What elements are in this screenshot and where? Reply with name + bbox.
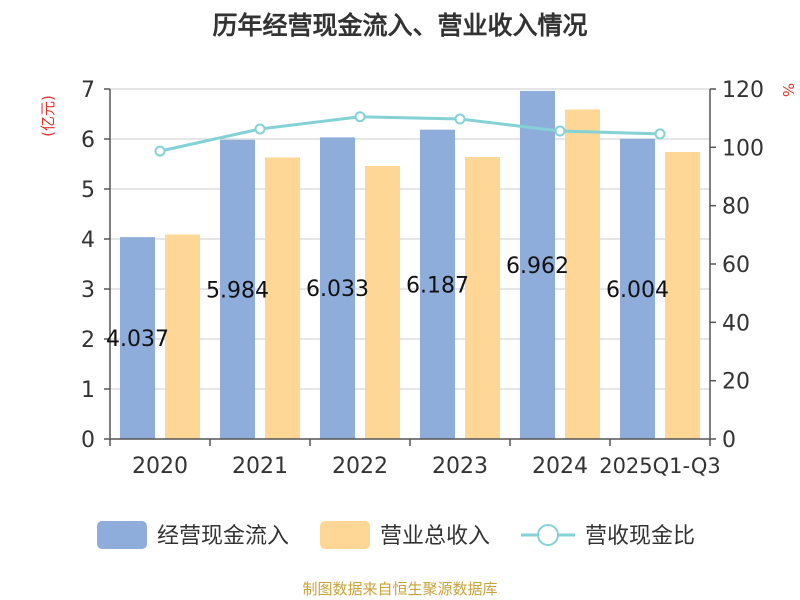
x-tick-label: 2021 xyxy=(232,454,288,479)
y-left-tick-label: 1 xyxy=(81,378,95,403)
y-left-tick-label: 2 xyxy=(81,328,95,353)
ratio-line-path xyxy=(159,115,661,153)
data-labels: 4.037 5.984 6.033 6.187 6.962 6.004 xyxy=(106,254,669,352)
y-left-tick-label: 5 xyxy=(81,178,95,203)
bar-revenue xyxy=(565,109,600,439)
y-right-tick-label: 0 xyxy=(722,428,736,453)
legend-swatch xyxy=(97,521,147,549)
y-left-tick-label: 6 xyxy=(81,128,95,153)
bar-revenue xyxy=(465,157,500,439)
ratio-line xyxy=(154,111,666,157)
legend-label: 营业总收入 xyxy=(380,524,490,549)
chart-title: 历年经营现金流入、营业收入情况 xyxy=(212,11,587,40)
x-tick-label: 2022 xyxy=(332,454,388,479)
y-right-tick-label: 40 xyxy=(722,311,750,336)
bar-revenue xyxy=(265,157,300,439)
legend-label: 经营现金流入 xyxy=(157,524,289,549)
data-label: 6.033 xyxy=(306,277,369,302)
y-left-tick-label: 7 xyxy=(81,78,95,103)
bar-cash-inflow xyxy=(120,237,155,439)
y-right-unit: % xyxy=(779,83,797,97)
y-left-tick-label: 0 xyxy=(81,428,95,453)
bar-cash-inflow xyxy=(520,90,555,440)
y-right-tick-label: 60 xyxy=(722,253,750,278)
y-right-tick-label: 100 xyxy=(722,136,764,161)
ratio-point xyxy=(154,145,166,157)
bar-revenue xyxy=(365,166,400,439)
ratio-point xyxy=(654,128,666,140)
bar-revenue xyxy=(165,234,200,439)
ratio-point xyxy=(254,123,266,135)
data-label: 5.984 xyxy=(206,278,269,303)
bar-cash-inflow xyxy=(220,139,255,440)
bar-cash-inflow xyxy=(620,138,655,440)
axes: 0 1 2 3 4 5 6 7 0 20 40 60 80 100 120 2020 2021 2022 2023 2… xyxy=(81,78,764,479)
y-left-tick-label: 3 xyxy=(81,278,95,303)
legend: 经营现金流入 营业总收入 营收现金比 xyxy=(97,521,695,549)
x-tick-label: 2025Q1-Q3 xyxy=(599,454,721,478)
data-label: 6.187 xyxy=(406,273,469,298)
legend-label: 营收现金比 xyxy=(585,524,695,549)
y-left-unit: (亿元) xyxy=(39,95,57,137)
ratio-point xyxy=(554,125,566,137)
bar-cash-inflow xyxy=(420,129,455,439)
data-label: 6.004 xyxy=(606,278,669,303)
data-label: 4.037 xyxy=(106,327,169,352)
x-tick-label: 2023 xyxy=(432,454,488,479)
legend-swatch xyxy=(320,521,370,549)
y-left-tick-label: 4 xyxy=(81,228,95,253)
legend-marker xyxy=(537,524,559,546)
y-right-tick-label: 120 xyxy=(722,78,764,103)
ratio-point xyxy=(354,111,366,123)
y-right-tick-label: 20 xyxy=(722,370,750,395)
bar-revenue xyxy=(665,152,700,439)
y-right-tick-label: 80 xyxy=(722,195,750,220)
x-tick-label: 2020 xyxy=(132,454,188,479)
bar-cash-inflow xyxy=(320,137,355,439)
x-tick-label: 2024 xyxy=(532,454,588,479)
ratio-point xyxy=(454,113,466,125)
bars xyxy=(120,90,700,440)
data-label: 6.962 xyxy=(506,254,569,279)
source-note: 制图数据来自恒生聚源数据库 xyxy=(302,580,497,598)
